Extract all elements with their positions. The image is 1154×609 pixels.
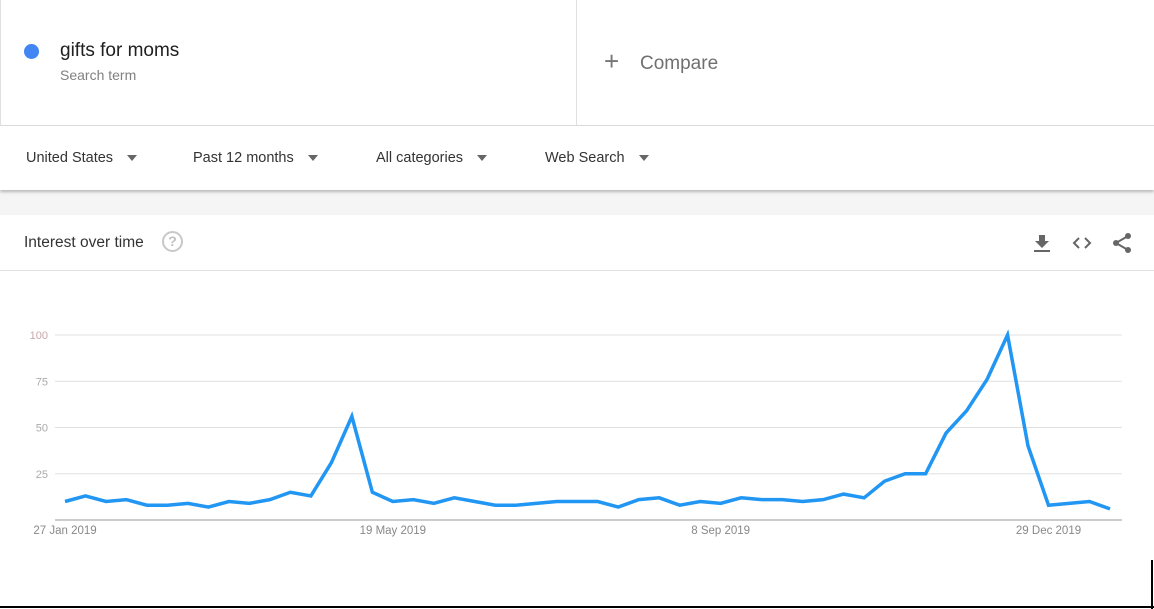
window-edge — [0, 606, 1154, 608]
interest-line-chart[interactable]: 25 50 75 100 27 Jan 2019 19 May 2019 8 Sep 201… — [0, 271, 1154, 601]
data-point — [120, 494, 132, 506]
data-point — [879, 475, 891, 487]
data-point — [633, 494, 645, 506]
data-point — [428, 497, 440, 509]
region-label: United States — [26, 150, 114, 166]
series-line — [64, 329, 1111, 511]
data-point — [981, 373, 993, 385]
search-term-card[interactable]: gifts for moms Search term — [1, 0, 577, 125]
compare-button[interactable]: + Compare — [578, 0, 1154, 125]
data-point — [284, 486, 296, 498]
data-point — [366, 486, 378, 498]
y-tick-label: 50 — [36, 423, 48, 435]
data-point — [264, 494, 276, 506]
data-point — [1043, 499, 1055, 511]
data-point — [858, 492, 870, 504]
data-point — [530, 497, 542, 509]
data-point — [817, 494, 829, 506]
category-dropdown[interactable]: All categories — [376, 150, 488, 166]
separator-band — [0, 190, 1154, 215]
time-range-label: Past 12 months — [193, 150, 294, 166]
data-point — [797, 496, 809, 508]
data-point — [202, 501, 214, 513]
x-tick-label: 27 Jan 2019 — [33, 525, 96, 537]
plus-icon: + — [604, 46, 620, 76]
caret-down-icon — [477, 155, 488, 161]
embed-code-icon[interactable] — [1070, 231, 1094, 255]
search-term-sublabel: Search term — [60, 67, 137, 83]
data-point — [899, 468, 911, 480]
data-point — [940, 427, 952, 439]
data-point — [100, 496, 112, 508]
search-type-label: Web Search — [545, 150, 625, 166]
data-point — [448, 492, 460, 504]
data-point — [223, 496, 235, 508]
term-color-dot — [24, 44, 39, 59]
download-icon[interactable] — [1030, 231, 1054, 255]
data-point — [551, 496, 563, 508]
data-point — [469, 496, 481, 508]
data-point — [756, 494, 768, 506]
search-terms-panel: gifts for moms Search term + Compare — [0, 0, 1154, 126]
data-point — [653, 492, 665, 504]
data-point — [141, 499, 153, 511]
region-dropdown[interactable]: United States — [26, 150, 138, 166]
caret-down-icon — [307, 155, 318, 161]
search-type-dropdown[interactable]: Web Search — [545, 150, 649, 166]
data-point — [182, 497, 194, 509]
data-point — [961, 405, 973, 417]
share-icon[interactable] — [1110, 231, 1134, 255]
time-range-dropdown[interactable]: Past 12 months — [193, 150, 318, 166]
card-title: Interest over time — [24, 234, 144, 251]
card-header: Interest over time ? — [0, 215, 1154, 271]
y-tick-label: 75 — [36, 376, 48, 388]
data-point — [571, 496, 583, 508]
category-label: All categories — [376, 150, 464, 166]
data-point — [735, 492, 747, 504]
data-point — [387, 496, 399, 508]
y-tick-label: 100 — [30, 330, 48, 342]
compare-label: Compare — [640, 53, 719, 74]
data-point — [920, 468, 932, 480]
search-term-name[interactable]: gifts for moms — [60, 40, 180, 61]
data-point — [59, 496, 71, 508]
data-point — [1022, 440, 1034, 452]
data-point — [592, 496, 604, 508]
data-point — [305, 490, 317, 502]
data-point — [1063, 497, 1075, 509]
data-point — [510, 499, 522, 511]
data-point — [346, 410, 358, 422]
x-tick-label: 19 May 2019 — [360, 525, 427, 537]
data-point — [715, 497, 727, 509]
data-point — [1002, 329, 1014, 341]
data-point — [1104, 503, 1116, 515]
data-point — [243, 497, 255, 509]
caret-down-icon — [638, 155, 649, 161]
help-icon[interactable]: ? — [162, 231, 183, 252]
filter-bar: United States Past 12 months All categor… — [0, 126, 1154, 190]
x-tick-label: 8 Sep 2019 — [691, 525, 750, 537]
data-point — [161, 499, 173, 511]
window-edge — [1151, 560, 1153, 609]
data-point — [79, 490, 91, 502]
data-point — [1084, 496, 1096, 508]
data-point — [694, 496, 706, 508]
data-point — [325, 457, 337, 469]
data-point — [407, 494, 419, 506]
data-point — [612, 501, 624, 513]
caret-down-icon — [127, 155, 138, 161]
data-point — [489, 499, 501, 511]
data-point — [776, 494, 788, 506]
data-point — [838, 488, 850, 500]
x-tick-label: 29 Dec 2019 — [1016, 525, 1081, 537]
interest-over-time-card: Interest over time ? 25 50 75 100 27 Jan 201… — [0, 215, 1154, 609]
y-tick-label: 25 — [36, 469, 48, 481]
data-point — [674, 499, 686, 511]
